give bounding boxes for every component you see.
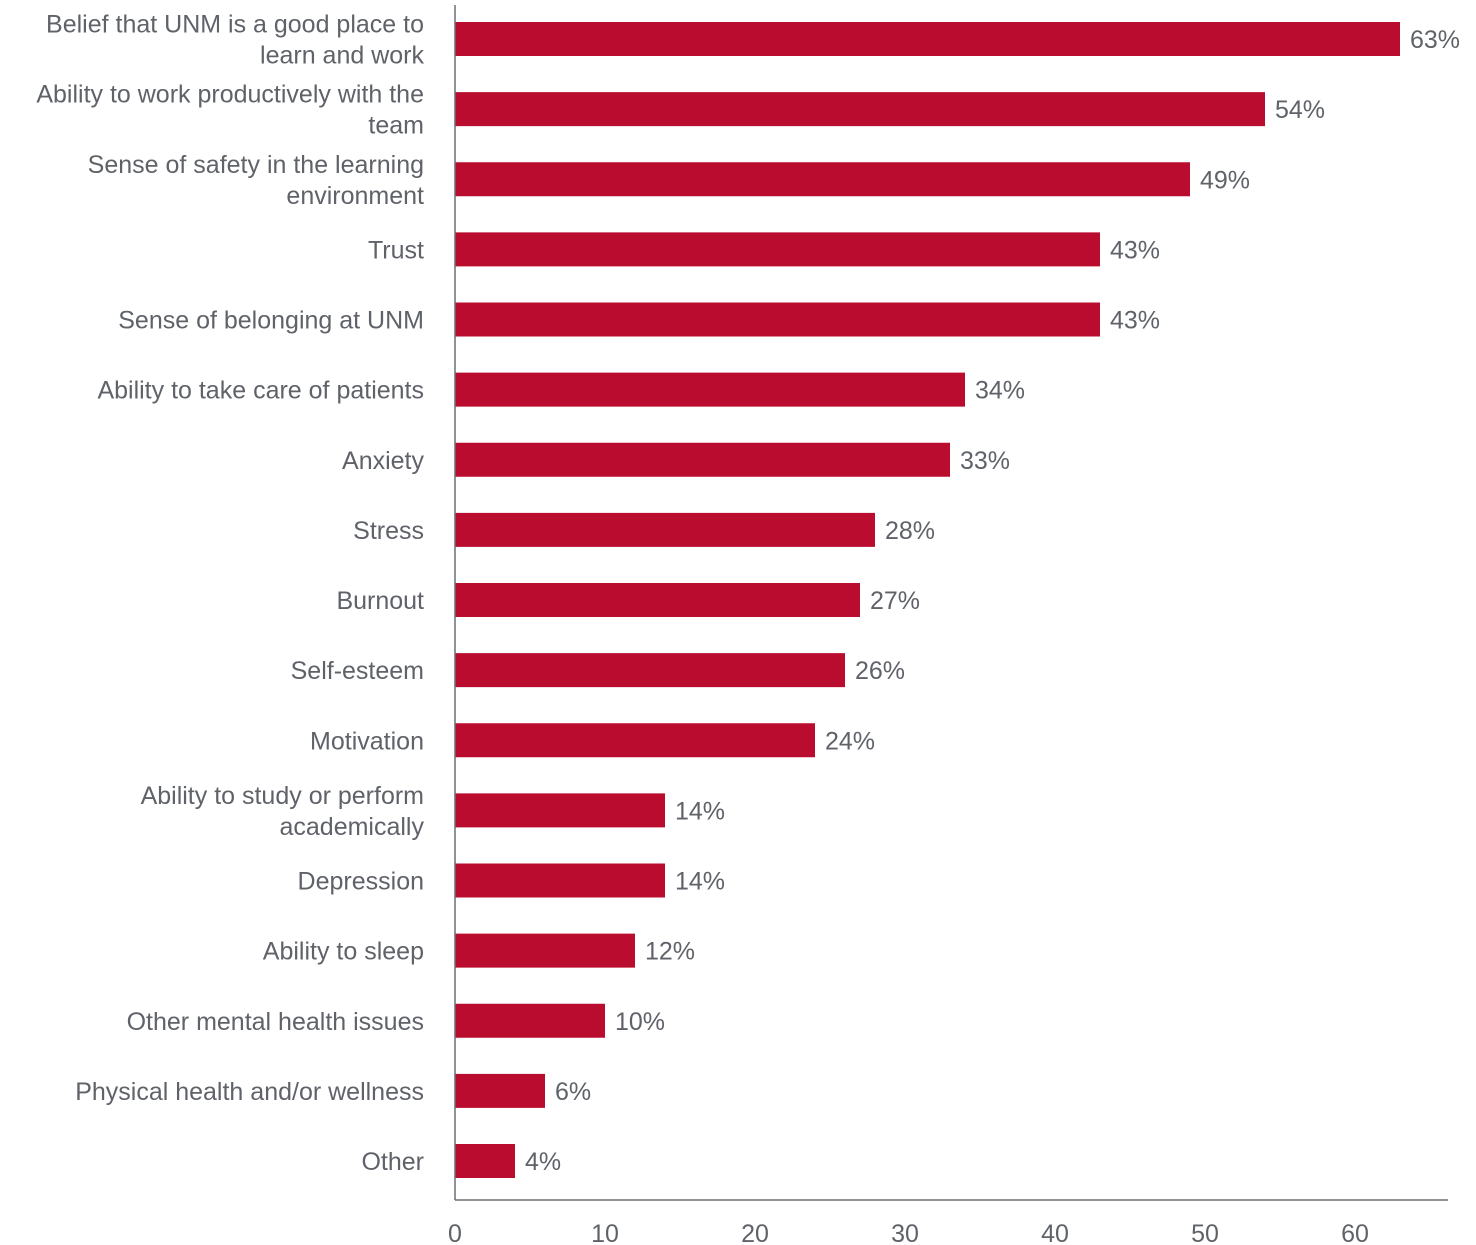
category-label-line: Sense of belonging at UNM	[118, 307, 424, 335]
bar-value-label: 33%	[960, 447, 1010, 475]
bar-value-label: 49%	[1200, 166, 1250, 194]
x-ticks-layer: 0 10 20 30 40 50 60	[448, 1220, 1369, 1245]
category-label-line: learn and work	[260, 42, 424, 70]
bar	[455, 22, 1400, 56]
bar-value-label: 27%	[870, 587, 920, 615]
category-label-line: academically	[279, 813, 424, 841]
category-label: Other	[361, 1148, 424, 1176]
bar-value-label: 43%	[1110, 236, 1160, 264]
category-label-line: Motivation	[310, 727, 424, 755]
category-label-line: team	[368, 112, 424, 140]
bar	[455, 92, 1265, 127]
bar	[455, 372, 965, 407]
x-tick-label: 20	[741, 1220, 769, 1245]
category-label-line: Physical health and/or wellness	[75, 1078, 424, 1106]
x-tick-label: 50	[1191, 1220, 1219, 1245]
bar-value-label: 26%	[855, 657, 905, 685]
bar-value-label: 28%	[885, 517, 935, 545]
bar-value-label: 43%	[1110, 307, 1160, 335]
x-tick-label: 40	[1041, 1220, 1069, 1245]
category-label-line: environment	[286, 182, 424, 210]
bar	[455, 442, 950, 477]
category-label: Sense of belonging at UNM	[118, 307, 424, 335]
category-label-line: Anxiety	[342, 447, 424, 475]
bar-value-label: 24%	[825, 727, 875, 755]
x-tick-label: 30	[891, 1220, 919, 1245]
bar	[455, 933, 635, 968]
category-label: Physical health and/or wellness	[75, 1078, 424, 1106]
bar-value-label: 6%	[555, 1078, 591, 1106]
category-label-line: Ability to sleep	[263, 938, 424, 966]
bar	[455, 232, 1100, 267]
bar	[455, 162, 1190, 197]
category-label-line: Belief that UNM is a good place to	[46, 11, 424, 39]
category-label: Trust	[368, 236, 424, 264]
value-labels-layer: 63% 54% 49% 43% 43% 34% 33% 28% 27% 26% 24% 14% 14% 1…	[525, 26, 1460, 1176]
x-tick-label: 60	[1341, 1220, 1369, 1245]
bar-value-label: 14%	[675, 797, 725, 825]
category-label-line: Stress	[353, 517, 424, 545]
bar	[455, 653, 845, 688]
bar-value-label: 4%	[525, 1148, 561, 1176]
bar	[455, 1144, 515, 1178]
bar	[455, 302, 1100, 337]
category-label: Depression	[298, 868, 424, 896]
bar-value-label: 54%	[1275, 96, 1325, 124]
bar-value-label: 63%	[1410, 26, 1460, 54]
category-label: Other mental health issues	[127, 1008, 424, 1036]
category-label: Ability to study or perform academically	[141, 782, 425, 841]
category-label: Anxiety	[342, 447, 424, 475]
category-label-line: Ability to work productively with the	[36, 81, 424, 109]
bars-layer	[455, 22, 1400, 1178]
category-label-line: Trust	[368, 236, 424, 264]
bar	[455, 863, 665, 898]
category-label-line: Burnout	[336, 587, 424, 615]
category-label: Burnout	[336, 587, 424, 615]
bar-value-label: 10%	[615, 1008, 665, 1036]
axes-layer	[454, 5, 1448, 1201]
x-tick-label: 10	[591, 1220, 619, 1245]
bar	[455, 1003, 605, 1038]
category-labels-layer: Belief that UNM is a good place to learn …	[36, 11, 424, 1177]
bar	[455, 583, 860, 617]
bar-value-label: 12%	[645, 938, 695, 966]
x-tick-label: 0	[448, 1220, 462, 1245]
category-label: Ability to work productively with the tea…	[36, 81, 424, 140]
category-label-line: Depression	[298, 868, 424, 896]
bar	[455, 512, 875, 547]
category-label: Self-esteem	[291, 657, 424, 685]
category-label-line: Other	[361, 1148, 424, 1176]
bar	[455, 723, 815, 758]
category-label-line: Sense of safety in the learning	[88, 151, 424, 179]
category-label-line: Self-esteem	[291, 657, 424, 685]
category-label: Stress	[353, 517, 424, 545]
category-label-line: Ability to take care of patients	[97, 377, 424, 405]
bar-value-label: 34%	[975, 377, 1025, 405]
bar-value-label: 14%	[675, 868, 725, 896]
category-label: Ability to sleep	[263, 938, 424, 966]
category-label: Motivation	[310, 727, 424, 755]
category-label-line: Ability to study or perform	[141, 782, 424, 810]
bar	[455, 1073, 545, 1108]
category-label: Ability to take care of patients	[97, 377, 424, 405]
category-label: Belief that UNM is a good place to learn …	[46, 11, 424, 70]
category-label: Sense of safety in the learning environme…	[88, 151, 424, 210]
category-label-line: Other mental health issues	[127, 1008, 424, 1036]
bar	[455, 793, 665, 828]
